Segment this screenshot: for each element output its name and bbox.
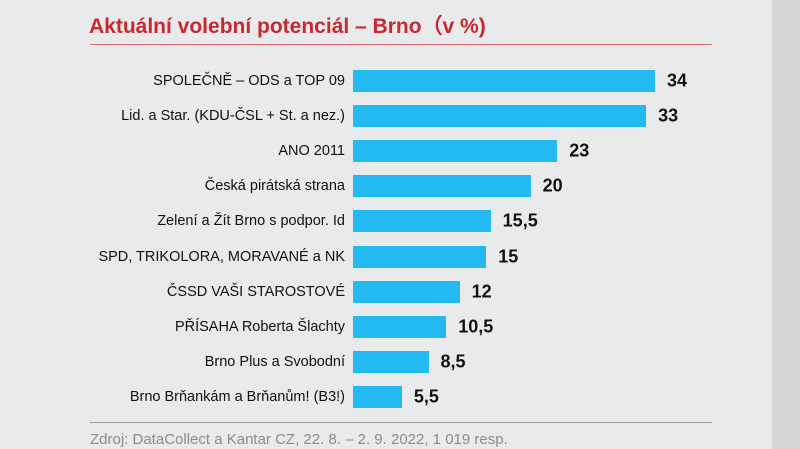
value-label: 34 [667, 70, 688, 91]
category-label: SPOLEČNĚ – ODS a TOP 09 [153, 73, 345, 89]
bar [353, 210, 491, 233]
chart-title: Aktuální volební potenciál – Brno（v %) [89, 15, 486, 38]
bar [353, 245, 487, 268]
value-label: 5,5 [413, 386, 439, 407]
bar [353, 280, 460, 303]
value-label: 33 [658, 105, 679, 126]
bar [353, 350, 429, 373]
value-label: 10,5 [458, 316, 494, 337]
bar [353, 70, 655, 92]
bar [353, 315, 447, 338]
value-label: 8,5 [440, 351, 466, 372]
value-label: 20 [542, 175, 563, 196]
bar [353, 385, 402, 408]
value-label: 12 [471, 281, 492, 302]
footer-divider [90, 422, 712, 423]
bar [353, 140, 558, 163]
value-label: 15,5 [502, 210, 538, 231]
category-label: Zelení a Žít Brno s podpor. Id [157, 213, 345, 230]
category-label: Brno Plus a Svobodní [204, 353, 345, 370]
background-edge [772, 0, 800, 449]
category-label: Česká pirátská strana [204, 178, 345, 195]
category-label: PŘÍSAHA Roberta Šlachty [174, 318, 345, 335]
title-divider [90, 44, 712, 45]
value-label: 23 [569, 140, 590, 161]
category-label: ANO 2011 [278, 143, 345, 160]
source-note: Zdroj: DataCollect a Kantar CZ, 22. 8. –… [90, 431, 508, 448]
value-label: 15 [498, 246, 519, 266]
bar [353, 105, 647, 128]
category-label: ČSSD VAŠI STAROSTOVÉ [166, 283, 345, 300]
bar [353, 175, 531, 198]
category-label: Brno Brňankám a Brňanům! (B3!) [129, 388, 345, 405]
category-label: SPD, TRIKOLORA, MORAVANÉ a NK [98, 248, 345, 265]
category-label: Lid. a Star. (KDU-ČSL + St. a nez.) [121, 108, 345, 125]
